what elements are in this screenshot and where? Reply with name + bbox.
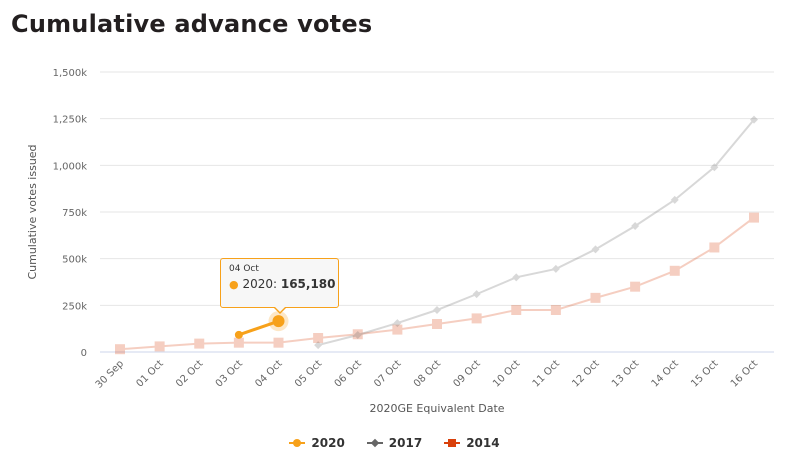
data-point[interactable] <box>749 212 759 223</box>
data-point[interactable] <box>234 330 243 339</box>
data-point[interactable] <box>471 313 482 324</box>
x-tick-label: 30 Sep <box>94 358 126 390</box>
x-tick-label: 06 Oct <box>333 358 364 389</box>
x-tick-label: 16 Oct <box>729 358 760 389</box>
x-tick-label: 10 Oct <box>491 358 522 389</box>
legend-label: 2017 <box>388 436 423 450</box>
x-axis-ticks: 30 Sep 01 Oct 02 Oct 03 Oct 04 Oct 05 Oct 06 O… <box>94 358 760 390</box>
data-point[interactable] <box>472 290 481 299</box>
data-point[interactable] <box>551 264 560 273</box>
data-point[interactable] <box>750 115 758 124</box>
x-tick-label: 15 Oct <box>689 358 720 389</box>
legend-label: 2020 <box>311 436 345 450</box>
tooltip: 04 Oct ● 2020: 165,180 <box>220 258 339 308</box>
legend-diamond-icon <box>366 438 383 448</box>
tooltip-arrow-inner <box>274 306 286 312</box>
data-point[interactable] <box>670 195 679 204</box>
series-2014 <box>115 212 759 355</box>
x-axis-title: 2020GE Equivalent Date <box>369 402 504 415</box>
y-axis-title: Cumulative votes issued <box>26 144 39 279</box>
y-tick-label: 1,000k <box>53 161 88 172</box>
y-tick-label: 0 <box>81 348 87 359</box>
data-point[interactable] <box>115 344 125 355</box>
series-line <box>238 319 279 337</box>
data-point[interactable] <box>194 338 205 349</box>
x-tick-label: 08 Oct <box>412 358 443 389</box>
data-point[interactable] <box>511 305 522 315</box>
legend-label: 2014 <box>466 436 500 450</box>
x-tick-label: 09 Oct <box>451 358 482 389</box>
tooltip-bullet-icon: ● <box>229 278 239 291</box>
legend-item-2020[interactable]: 2020 <box>289 436 345 450</box>
data-point[interactable] <box>314 341 323 350</box>
tooltip-series: 2020 <box>242 277 273 291</box>
data-point[interactable] <box>392 324 403 335</box>
legend-circle-icon <box>289 438 306 448</box>
data-point[interactable] <box>154 341 165 352</box>
data-point[interactable] <box>273 337 284 348</box>
legend-item-2017[interactable]: 2017 <box>366 436 423 450</box>
y-tick-label: 250k <box>62 301 87 312</box>
data-point[interactable] <box>433 306 441 314</box>
data-point[interactable] <box>512 273 521 282</box>
y-tick-label: 500k <box>62 255 87 266</box>
data-point[interactable] <box>393 319 402 328</box>
data-point[interactable] <box>590 292 601 303</box>
data-point[interactable] <box>591 245 600 254</box>
data-point[interactable] <box>272 315 285 328</box>
x-tick-label: 12 Oct <box>570 358 601 389</box>
series-line <box>317 118 755 347</box>
data-point[interactable] <box>709 242 720 253</box>
legend-square-icon <box>444 438 461 448</box>
tooltip-separator: : <box>272 277 281 291</box>
series-line <box>119 216 755 351</box>
data-point[interactable] <box>550 305 561 315</box>
y-tick-label: 750k <box>62 208 87 219</box>
data-point[interactable] <box>353 331 362 340</box>
data-point[interactable] <box>630 281 641 292</box>
data-point[interactable] <box>352 329 363 340</box>
data-point[interactable] <box>233 337 244 348</box>
x-tick-label: 11 Oct <box>531 358 562 389</box>
y-tick-label: 1,500k <box>53 68 88 79</box>
x-tick-label: 01 Oct <box>134 358 165 389</box>
page-title: Cumulative advance votes <box>11 10 373 38</box>
legend: 2020 2017 2014 <box>0 436 789 450</box>
tooltip-row: ● 2020: 165,180 <box>229 277 336 291</box>
data-point[interactable] <box>710 163 719 172</box>
series-group <box>115 115 759 355</box>
data-point[interactable] <box>631 222 640 230</box>
data-point[interactable] <box>669 265 680 276</box>
x-tick-label: 13 Oct <box>610 358 641 389</box>
x-tick-label: 02 Oct <box>174 358 205 389</box>
x-tick-label: 14 Oct <box>650 358 681 389</box>
x-tick-label: 03 Oct <box>214 358 245 389</box>
data-point[interactable] <box>313 333 324 343</box>
series-2017 <box>314 115 758 350</box>
series-2020 <box>234 311 289 339</box>
y-axis-ticks: 0 250k 500k 750k 1,000k 1,250k 1,500k <box>53 68 88 359</box>
legend-item-2014[interactable]: 2014 <box>444 436 500 450</box>
x-tick-label: 04 Oct <box>253 358 284 389</box>
tooltip-date: 04 Oct <box>229 264 259 274</box>
x-tick-label: 05 Oct <box>293 358 324 389</box>
data-point[interactable] <box>432 319 442 329</box>
tooltip-value: 165,180 <box>280 277 336 291</box>
grid-lines <box>100 71 774 306</box>
x-tick-label: 07 Oct <box>372 358 403 389</box>
y-tick-label: 1,250k <box>53 115 88 126</box>
